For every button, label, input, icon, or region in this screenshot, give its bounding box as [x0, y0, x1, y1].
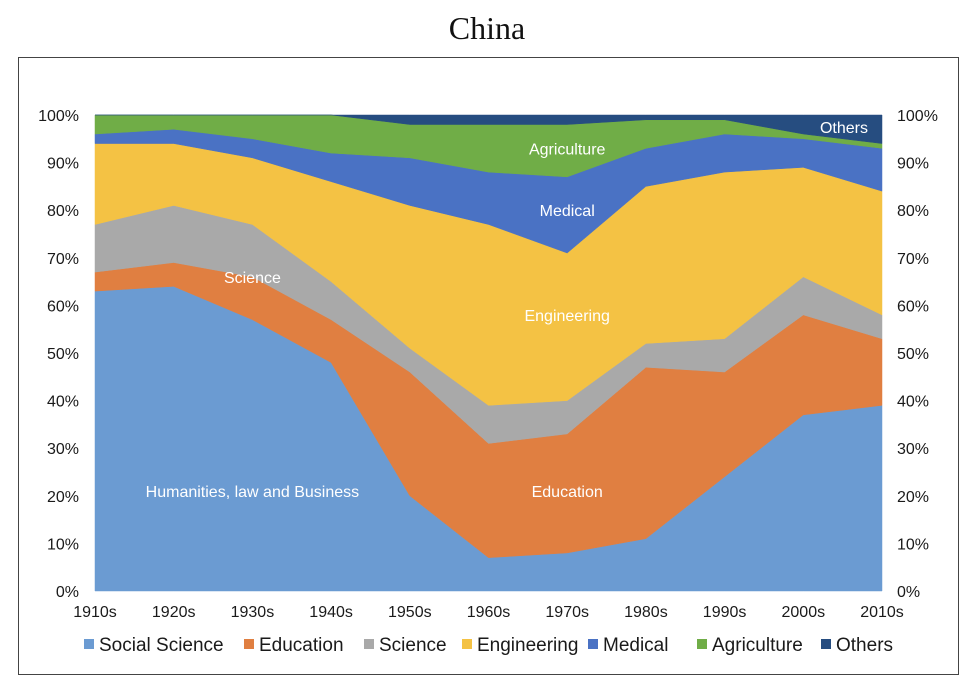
annotation-science: Science [224, 270, 281, 287]
y-tick-left: 10% [47, 536, 79, 553]
y-tick-left: 40% [47, 394, 79, 411]
y-tick-right: 90% [897, 156, 929, 173]
y-tick-right: 80% [897, 203, 929, 220]
y-tick-left: 100% [38, 108, 79, 125]
x-tick: 1940s [309, 604, 353, 621]
x-tick: 2010s [860, 604, 904, 621]
x-tick: 2000s [782, 604, 826, 621]
chart-frame [18, 57, 959, 675]
legend-label-medical: Medical [603, 635, 668, 656]
y-tick-left: 80% [47, 203, 79, 220]
axes: 0% 10% 20% 30% 40% 50% 60% 70% 80% 90% 100% 0% 10% 20… [38, 108, 938, 621]
annotation-engineering: Engineering [524, 308, 609, 325]
y-tick-left: 50% [47, 346, 79, 363]
legend-swatch-agriculture [697, 639, 707, 649]
x-tick: 1980s [624, 604, 668, 621]
legend-swatch-engineering [462, 639, 472, 649]
y-tick-left: 20% [47, 489, 79, 506]
annotation-others: Others [820, 120, 868, 137]
y-tick-left: 70% [47, 251, 79, 268]
series-areas [94, 114, 883, 592]
annotation-education: Education [532, 484, 603, 501]
x-tick: 1950s [388, 604, 432, 621]
annotation-medical: Medical [540, 203, 595, 220]
x-tick: 1960s [467, 604, 511, 621]
y-tick-right: 60% [897, 298, 929, 315]
x-tick: 1910s [73, 604, 117, 621]
legend-swatch-education [244, 639, 254, 649]
annotation-agriculture: Agriculture [529, 141, 606, 158]
x-tick: 1990s [703, 604, 747, 621]
legend-label-others: Others [836, 635, 893, 656]
y-tick-right: 30% [897, 441, 929, 458]
x-tick: 1970s [545, 604, 589, 621]
legend-swatch-others [821, 639, 831, 649]
y-tick-right: 40% [897, 394, 929, 411]
legend-label-education: Education [259, 635, 344, 656]
y-tick-right: 20% [897, 489, 929, 506]
legend-swatch-medical [588, 639, 598, 649]
y-tick-right: 100% [897, 108, 938, 125]
legend: Social Science Education Science Engineerin… [84, 635, 893, 656]
legend-label-engineering: Engineering [477, 635, 578, 656]
legend-label-science: Science [379, 635, 447, 656]
y-tick-left: 60% [47, 298, 79, 315]
y-tick-right: 10% [897, 536, 929, 553]
chart-title: China [448, 10, 526, 46]
y-tick-right: 0% [897, 584, 920, 601]
y-tick-left: 90% [47, 156, 79, 173]
y-tick-left: 0% [56, 584, 79, 601]
y-tick-right: 50% [897, 346, 929, 363]
x-tick: 1920s [152, 604, 196, 621]
annotations: Humanities, law and Business Science Engin… [146, 120, 868, 501]
area-others [95, 114, 883, 144]
legend-label-agriculture: Agriculture [712, 635, 803, 656]
y-tick-right: 70% [897, 251, 929, 268]
legend-label-social-science: Social Science [99, 635, 224, 656]
legend-swatch-science [364, 639, 374, 649]
annotation-humanities-law-and-business: Humanities, law and Business [146, 484, 359, 501]
legend-swatch-social-science [84, 639, 94, 649]
y-tick-left: 30% [47, 441, 79, 458]
x-tick: 1930s [231, 604, 275, 621]
